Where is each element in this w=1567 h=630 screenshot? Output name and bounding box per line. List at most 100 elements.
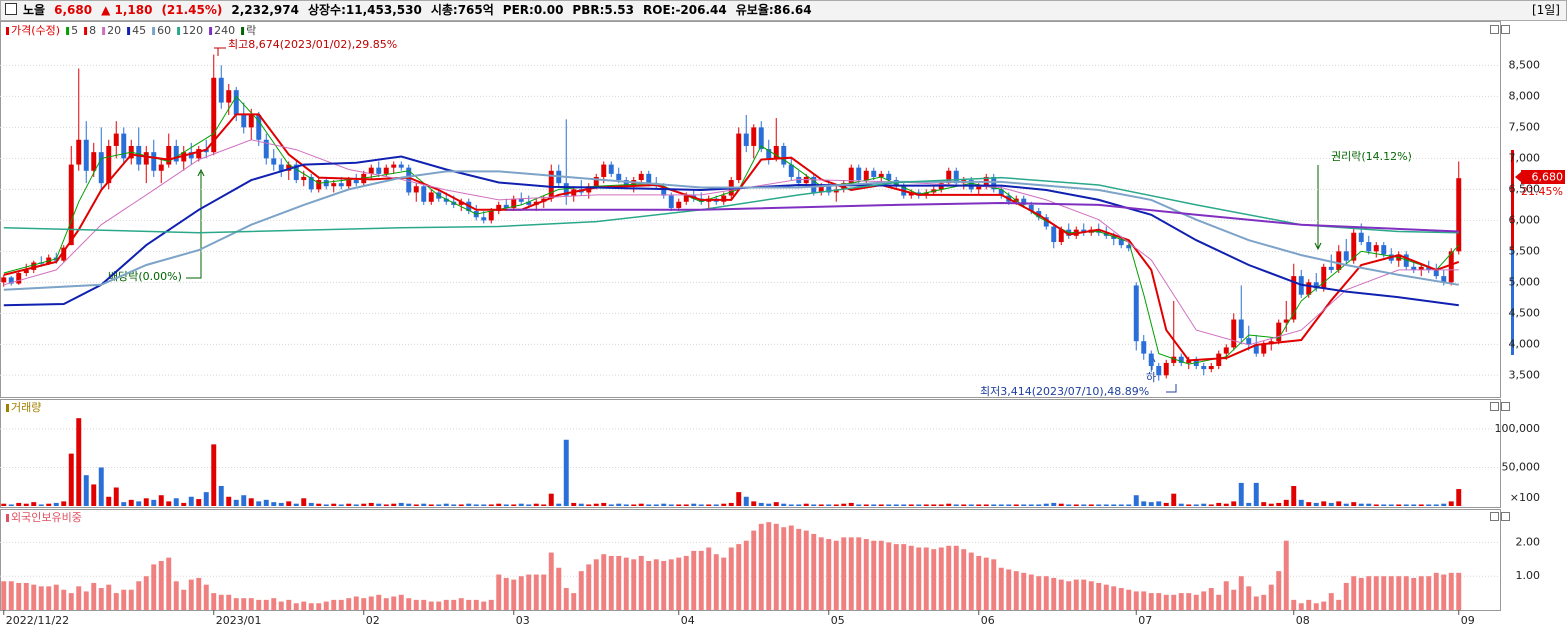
bar xyxy=(406,598,412,610)
bar xyxy=(1246,586,1252,610)
candle-body xyxy=(1411,266,1417,270)
bar xyxy=(908,545,914,610)
candle-body xyxy=(211,77,217,153)
bar xyxy=(1051,577,1057,610)
bar xyxy=(331,599,337,610)
bar xyxy=(593,559,599,610)
candle-body xyxy=(518,198,524,202)
bar xyxy=(833,504,839,506)
bar xyxy=(1298,499,1304,506)
bar xyxy=(53,584,59,610)
window-button[interactable] xyxy=(1490,512,1499,521)
window-button[interactable] xyxy=(1501,402,1510,411)
bar xyxy=(946,545,952,610)
candle-body xyxy=(1,277,7,283)
bar xyxy=(511,504,517,506)
legend-swatch xyxy=(241,27,245,35)
y-tick-label: 1.00 xyxy=(1516,569,1541,582)
bar xyxy=(1313,502,1319,506)
bar xyxy=(578,503,584,506)
ma-line xyxy=(3,155,1459,307)
bar xyxy=(1261,502,1267,506)
bar xyxy=(413,599,419,610)
checkbox[interactable] xyxy=(5,3,17,15)
ma-line xyxy=(3,95,1460,365)
x-tick-label: 09 xyxy=(1461,614,1475,627)
bar xyxy=(263,599,269,610)
bar xyxy=(841,537,847,610)
bar xyxy=(743,496,749,506)
bar xyxy=(16,582,22,610)
bar xyxy=(766,522,772,610)
bar xyxy=(8,504,14,506)
bar xyxy=(841,503,847,506)
window-button[interactable] xyxy=(1501,25,1510,34)
candle-body xyxy=(428,192,434,202)
bar xyxy=(616,555,622,610)
bar xyxy=(1366,503,1372,506)
bar xyxy=(1,503,7,506)
bar xyxy=(773,523,779,610)
bar xyxy=(488,504,494,506)
bar xyxy=(241,598,247,610)
bar xyxy=(1133,495,1139,506)
bar xyxy=(923,504,929,506)
stat: PBR:5.53 xyxy=(572,3,635,17)
candle-body xyxy=(1126,245,1132,249)
candle-body xyxy=(1043,217,1049,227)
bar xyxy=(1208,588,1214,610)
candle-body xyxy=(443,198,449,202)
period-button[interactable]: [1일] xyxy=(1531,3,1560,17)
bar xyxy=(481,504,487,506)
bar xyxy=(1051,502,1057,506)
bar xyxy=(1126,589,1132,610)
candle-body xyxy=(1261,344,1267,354)
bar xyxy=(38,504,44,506)
candle-body xyxy=(1141,341,1147,354)
bar xyxy=(1223,503,1229,506)
bar xyxy=(196,499,202,506)
candle-body xyxy=(1433,269,1439,277)
bar xyxy=(113,593,119,610)
bar xyxy=(916,547,922,610)
ma-line xyxy=(3,139,1459,346)
y-tick-label: 5,000 xyxy=(1509,275,1541,288)
bar xyxy=(1028,574,1034,610)
bar xyxy=(571,593,577,610)
candle-body xyxy=(781,145,787,165)
bar xyxy=(1291,485,1297,506)
bar xyxy=(113,487,119,506)
candle-body xyxy=(481,217,487,221)
bar xyxy=(301,601,307,610)
bar xyxy=(1373,576,1379,610)
y-tick-label: 50,000 xyxy=(1502,460,1541,473)
bar xyxy=(691,550,697,610)
arrow xyxy=(1166,384,1177,393)
legend-swatch xyxy=(6,27,9,35)
bar xyxy=(1096,504,1102,506)
bar xyxy=(1103,584,1109,610)
window-button[interactable] xyxy=(1490,402,1499,411)
bar xyxy=(98,588,104,610)
bar xyxy=(736,544,742,610)
bar xyxy=(1238,482,1244,506)
window-button[interactable] xyxy=(1501,512,1510,521)
candle-body xyxy=(601,164,607,177)
bar xyxy=(1201,503,1207,506)
bar xyxy=(16,502,22,506)
window-button[interactable] xyxy=(1490,25,1499,34)
bar xyxy=(541,504,547,506)
bar xyxy=(1238,576,1244,610)
candle-body xyxy=(316,180,322,190)
bar xyxy=(503,577,509,610)
candle-body xyxy=(1343,251,1349,261)
stat: PER:0.00 xyxy=(502,3,564,17)
bar xyxy=(856,504,862,506)
candle-body xyxy=(1426,266,1432,270)
bar xyxy=(1246,502,1252,506)
bar xyxy=(271,502,277,506)
bar xyxy=(211,444,217,506)
bar xyxy=(68,453,74,506)
bar xyxy=(1343,503,1349,506)
candle-body xyxy=(788,164,794,177)
